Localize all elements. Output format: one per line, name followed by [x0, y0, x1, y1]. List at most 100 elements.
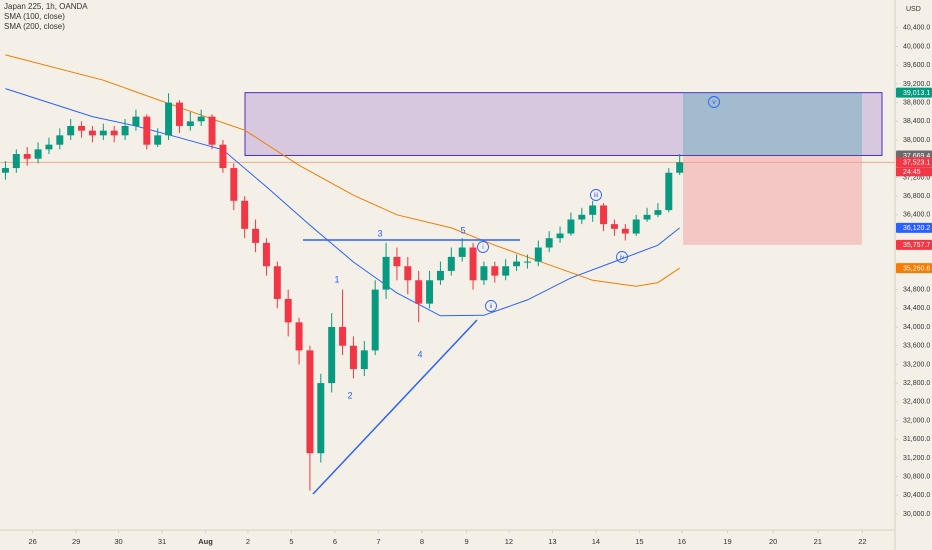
price-tag [896, 87, 932, 98]
candle-body [121, 125, 129, 136]
y-tick-label: 32,800.0 [903, 380, 930, 387]
x-tick-label: 16 [678, 537, 686, 546]
countdown-tag [896, 167, 932, 177]
candle-body [632, 219, 640, 234]
x-tick-label: 15 [635, 537, 643, 546]
y-tick-label: 40,400.0 [903, 25, 930, 32]
candle-body [23, 154, 31, 159]
candle-body [328, 327, 336, 384]
y-tick-label: 30,800.0 [903, 473, 930, 480]
x-tick-label: Aug [198, 537, 213, 546]
price-tag [896, 239, 932, 250]
candle-body [600, 205, 608, 225]
candle-body [654, 210, 662, 215]
candle-body [12, 154, 20, 169]
indicator-label: SMA (200, close) [4, 22, 65, 31]
y-tick-label: 38,400.0 [903, 118, 930, 125]
candle-body [56, 135, 64, 145]
stop-area [683, 155, 862, 245]
candle-body [165, 102, 173, 136]
price-tag-label: 39,013.1 [903, 90, 930, 97]
x-tick-label: 30 [114, 537, 122, 546]
subwave-label: iii [594, 192, 598, 199]
y-tick-label: 31,200.0 [903, 455, 930, 462]
y-tick-label: 34,800.0 [903, 286, 930, 293]
candle-body [415, 280, 423, 304]
candle-body [154, 135, 162, 145]
wave-label: 4 [417, 349, 422, 359]
x-tick-label: 9 [464, 537, 468, 546]
sma-line [5, 54, 680, 287]
x-tick-label: 2 [246, 537, 250, 546]
x-tick-label: 21 [814, 537, 822, 546]
y-tick-label: 38,800.0 [903, 99, 930, 106]
candle-body [306, 350, 314, 454]
candle-body [99, 130, 107, 136]
y-tick-label: 32,400.0 [903, 399, 930, 406]
candle-body [252, 228, 260, 243]
candle-body [284, 298, 292, 323]
x-tick-label: 8 [420, 537, 424, 546]
x-tick-label: 20 [769, 537, 777, 546]
candle-body [436, 270, 444, 281]
x-tick-label: 29 [72, 537, 80, 546]
subwave-circle [485, 300, 497, 312]
y-tick-label: 37,200.0 [903, 174, 930, 181]
x-tick-label: 7 [376, 537, 380, 546]
price-tag-label: 37,523.1 [903, 160, 930, 167]
subwave-label: iv [620, 254, 625, 261]
y-tick-label: 36,400.0 [903, 212, 930, 219]
y-tick-label: 39,200.0 [903, 81, 930, 88]
sma-line [5, 88, 681, 317]
candle-body [1, 168, 9, 173]
target-area [683, 92, 862, 156]
subwave-label: v [712, 99, 716, 106]
candle-body [186, 121, 194, 126]
y-tick-label: 36,800.0 [903, 193, 930, 200]
candle-body [349, 345, 357, 370]
wave-label: 3 [377, 228, 382, 238]
price-tag-label: 36,120.2 [903, 225, 930, 232]
axes: 40,400.0 40,000.0 39,600.0 39,200.0 38,800.0… [28, 25, 932, 546]
drawings-back [0, 92, 895, 245]
subwave-circle [708, 96, 720, 108]
candle-body [534, 247, 542, 262]
candle-body [175, 102, 183, 126]
candle-body [447, 256, 455, 271]
price-tag [896, 263, 932, 274]
candle-body [502, 266, 510, 276]
candle-body [556, 233, 564, 239]
x-tick-label: 6 [333, 537, 337, 546]
y-tick-label: 30,400.0 [903, 492, 930, 499]
candle-body [295, 322, 303, 351]
y-tick-label: 39,600.0 [903, 62, 930, 69]
candle-body [545, 238, 553, 248]
candle-body [197, 116, 205, 122]
candle-body [621, 228, 629, 234]
price-series [1, 54, 684, 491]
zone-box [244, 92, 883, 156]
countdown-label: 24:45 [903, 169, 921, 176]
x-tick-label: 19 [723, 537, 731, 546]
candle-body [34, 149, 42, 159]
x-tick-label: 31 [158, 537, 166, 546]
y-tick-label: 32,000.0 [903, 417, 930, 424]
price-tag-label: 35,757.7 [903, 242, 930, 249]
y-tick-label: 38,000.0 [903, 137, 930, 144]
currency-label: USD [906, 6, 921, 13]
candle-body [458, 247, 466, 257]
wave-label: 2 [347, 390, 352, 400]
candle-body [262, 242, 270, 267]
y-tick-label: 33,600.0 [903, 343, 930, 350]
candle-body [480, 266, 488, 281]
trend-line [312, 319, 478, 495]
candle-body [610, 224, 618, 229]
candle-body [143, 116, 151, 145]
symbol-title: Japan 225, 1h, OANDA [4, 2, 88, 11]
candle-body [45, 144, 53, 150]
candle-body [426, 280, 434, 304]
candle-body [273, 266, 281, 299]
